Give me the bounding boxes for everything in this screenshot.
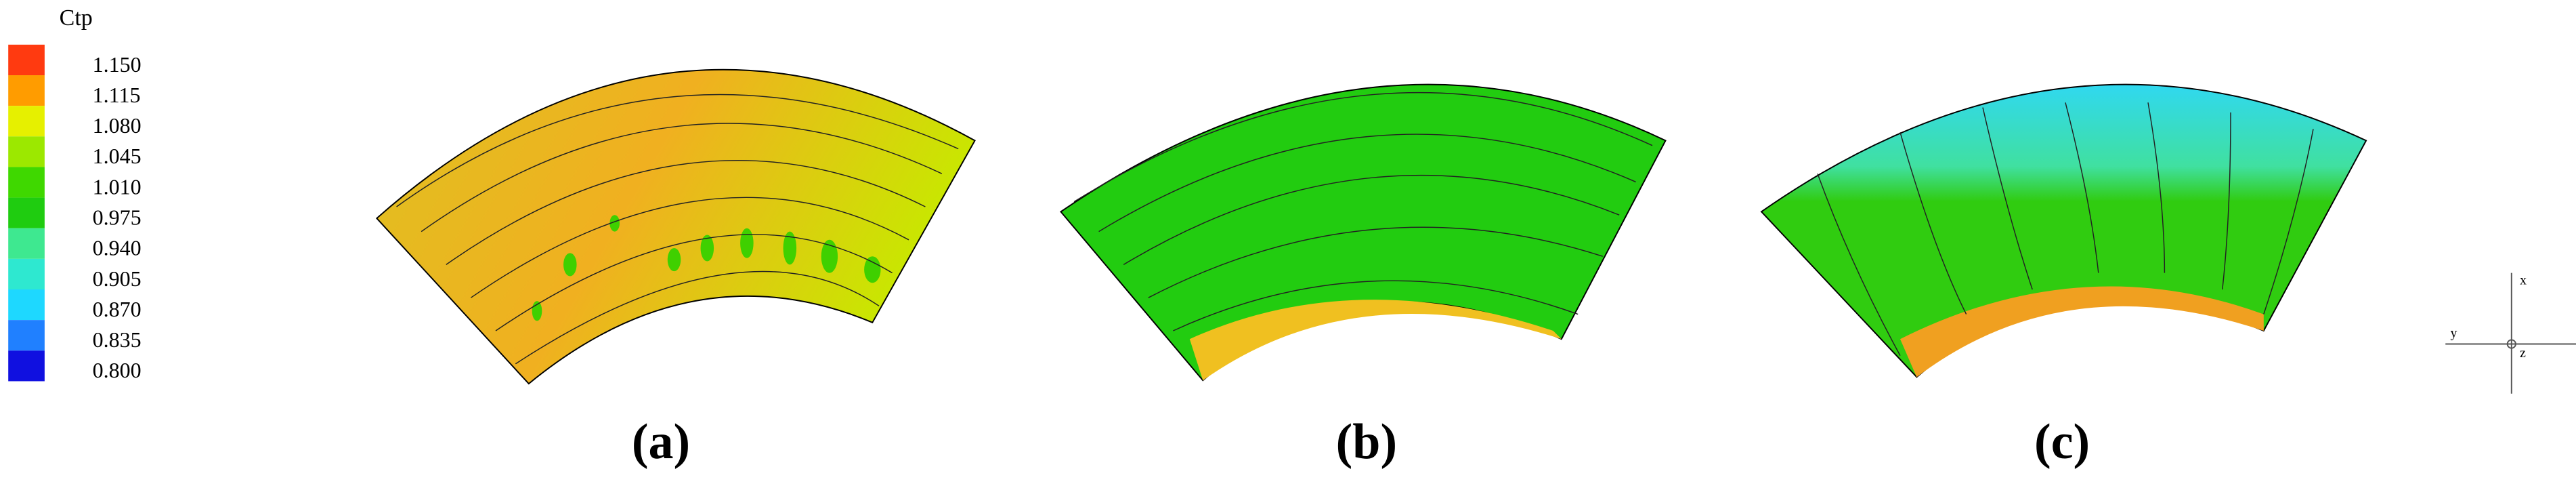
legend-title: Ctp [60,5,93,31]
legend-label: 1.150 [93,52,142,77]
legend-label: 1.045 [93,144,142,168]
legend-swatch [8,350,45,382]
legend-label: 1.115 [93,83,141,107]
legend-label: 0.905 [93,266,142,291]
legend-swatch [8,75,45,106]
legend-label: 1.080 [93,113,142,138]
panel-a-contour [375,68,976,385]
legend-swatch [8,197,45,228]
legend-swatch [8,320,45,351]
legend-swatch [8,106,45,137]
legend-label: 0.835 [93,327,142,352]
legend-swatch [8,136,45,167]
legend-label: 0.870 [93,297,142,321]
legend-label: 0.975 [93,205,142,229]
panel-label: (a) [632,414,690,470]
legend-label: 0.800 [93,358,142,382]
axes-triad [2445,272,2576,394]
legend-swatch [8,228,45,259]
plots [375,68,2576,394]
triad-y: y [2451,325,2457,340]
panel-label: (c) [2034,414,2090,470]
legend-label: 1.010 [93,174,142,199]
legend-swatch [8,44,45,76]
legend-swatch [8,289,45,321]
panel-c-contour [1760,83,2367,378]
legend-swatch [8,167,45,198]
triad-x: x [2520,272,2527,287]
panel-label: (b) [1336,414,1397,470]
panel-b-contour [1060,83,1667,382]
legend-swatch [8,258,45,289]
triad-z: z [2520,346,2526,361]
legend-label: 0.940 [93,236,142,260]
